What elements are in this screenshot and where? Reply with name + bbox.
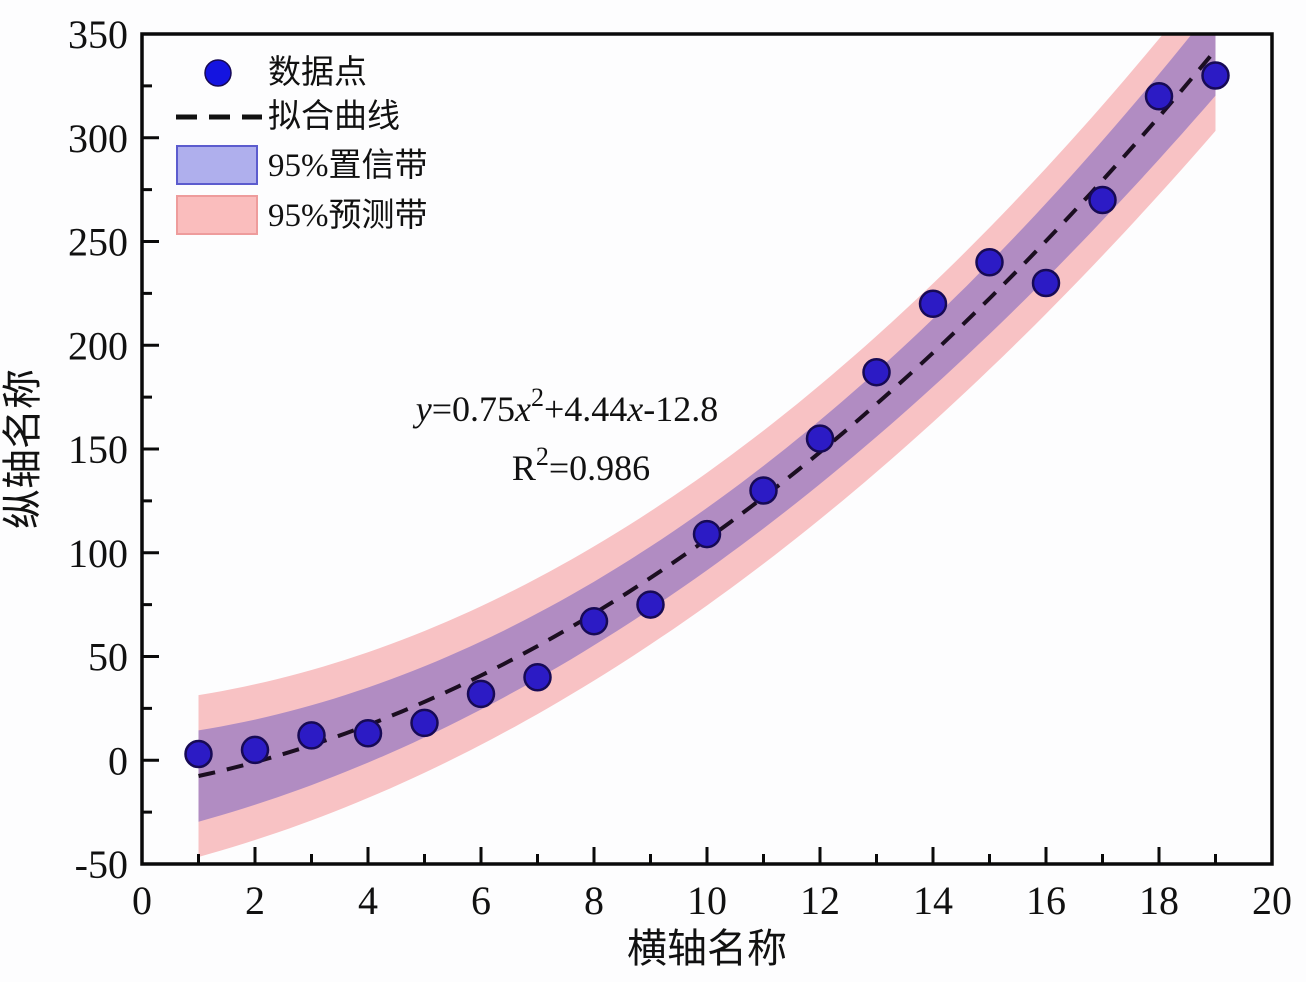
data-point	[749, 476, 778, 505]
data-point	[975, 248, 1004, 277]
plot-frame	[140, 32, 1274, 866]
r-squared-annotation: R2=0.986	[512, 442, 650, 488]
y-tick-label: 200	[68, 323, 128, 368]
x-tick-label: 18	[1139, 878, 1179, 923]
legend-prediction-band-swatch-icon	[176, 195, 258, 235]
data-point	[805, 424, 835, 453]
legend: 数据点 拟合曲线 95%置信带 95%预测带	[176, 54, 428, 235]
data-point	[862, 357, 891, 387]
x-tick-label: 16	[1026, 878, 1066, 923]
legend-confidence-band-swatch-icon	[176, 145, 258, 185]
legend-label-data-points: 数据点	[268, 54, 367, 91]
data-point	[410, 708, 439, 738]
data-point	[636, 590, 665, 619]
data-point	[918, 289, 948, 319]
data-point	[579, 606, 609, 636]
y-tick-label: 150	[68, 427, 128, 472]
x-tick-label: 14	[913, 878, 953, 923]
x-tick-label: 0	[132, 878, 152, 923]
x-tick-label: 4	[358, 878, 378, 923]
x-tick-label: 6	[471, 878, 491, 923]
legend-label-fit-curve: 拟合曲线	[268, 98, 400, 135]
x-axis-label: 横轴名称	[627, 926, 787, 971]
y-tick-label: 100	[68, 531, 128, 576]
y-tick-label: -50	[75, 842, 128, 887]
data-point	[466, 679, 496, 709]
data-point	[353, 719, 383, 748]
data-point	[1031, 268, 1061, 298]
y-tick-label: 250	[68, 220, 128, 265]
y-tick-label: 50	[88, 635, 128, 680]
y-tick-label: 0	[108, 738, 128, 783]
legend-label-confidence-band: 95%置信带	[268, 147, 428, 184]
data-point	[297, 721, 326, 750]
x-tick-label: 8	[584, 878, 604, 923]
data-point	[692, 519, 722, 549]
y-tick-label: 350	[68, 12, 128, 57]
data-point	[1088, 185, 1117, 215]
legend-data-point-marker-icon	[204, 59, 232, 87]
data-point	[1201, 61, 1230, 90]
x-tick-label: 2	[245, 878, 265, 923]
prediction-band	[198, 34, 1216, 857]
x-tick-label: 20	[1252, 878, 1292, 923]
x-tick-label: 10	[687, 878, 727, 923]
data-point	[1144, 82, 1174, 111]
data-points-layer	[184, 61, 1230, 769]
fit-equation-annotation: y=0.75x2+4.44x-12.8	[413, 383, 719, 429]
y-tick-label: 300	[68, 116, 128, 161]
data-point	[184, 739, 213, 769]
data-point	[240, 735, 270, 765]
legend-label-prediction-band: 95%预测带	[268, 198, 428, 234]
data-point	[523, 663, 552, 692]
axis-tick-labels: 0 2 4 6 8 10 12 14 16 18 20-5005010015020025030035…	[68, 12, 1292, 923]
y-axis-label: 纵轴名称	[0, 369, 45, 529]
x-tick-label: 12	[800, 878, 840, 923]
